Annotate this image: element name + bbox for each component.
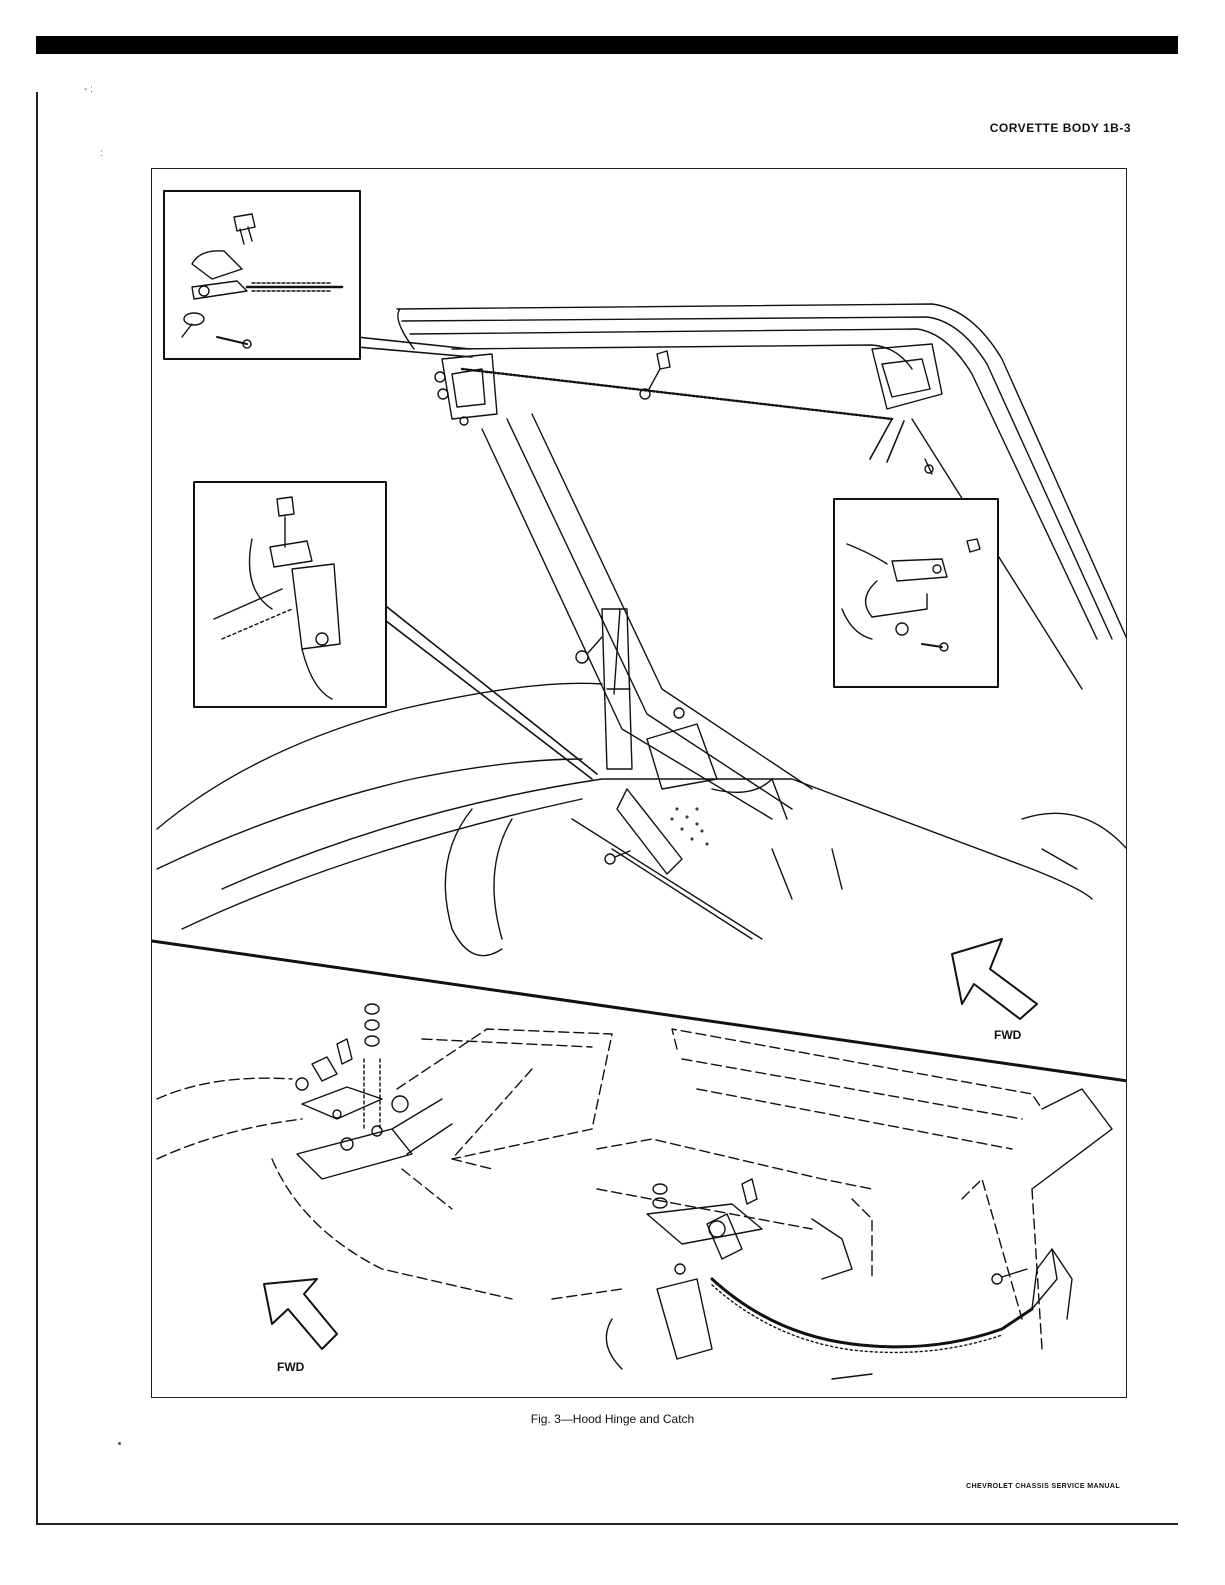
fwd-label-upper: FWD: [994, 1028, 1022, 1042]
scan-speck: [118, 1442, 121, 1445]
top-black-bar: [36, 36, 1178, 54]
left-margin-rule: [36, 92, 38, 1524]
figure-caption: Fig. 3—Hood Hinge and Catch: [530, 1412, 695, 1426]
figure-hood-hinge-and-catch: FWD: [151, 168, 1127, 1398]
stipple-area: [670, 807, 709, 846]
hood-open-illustration: [156, 303, 1126, 957]
inset-cable-clip: [833, 498, 999, 688]
fwd-arrow-lower-icon: [263, 1278, 338, 1350]
scan-speck: - :: [84, 84, 93, 95]
inset-cable-end: [163, 190, 361, 360]
fwd-arrow-upper-icon: [951, 938, 1038, 1020]
bottom-rule: [36, 1523, 1178, 1525]
hood-catch-illustration: [156, 1003, 1113, 1380]
inset-hinge-bolt: [193, 481, 387, 708]
fwd-label-lower: FWD: [277, 1360, 305, 1374]
page-header: CORVETTE BODY 1B-3: [989, 121, 1131, 135]
scan-speck: :: [100, 148, 103, 159]
page-footer: CHEVROLET CHASSIS SERVICE MANUAL: [966, 1483, 1120, 1490]
